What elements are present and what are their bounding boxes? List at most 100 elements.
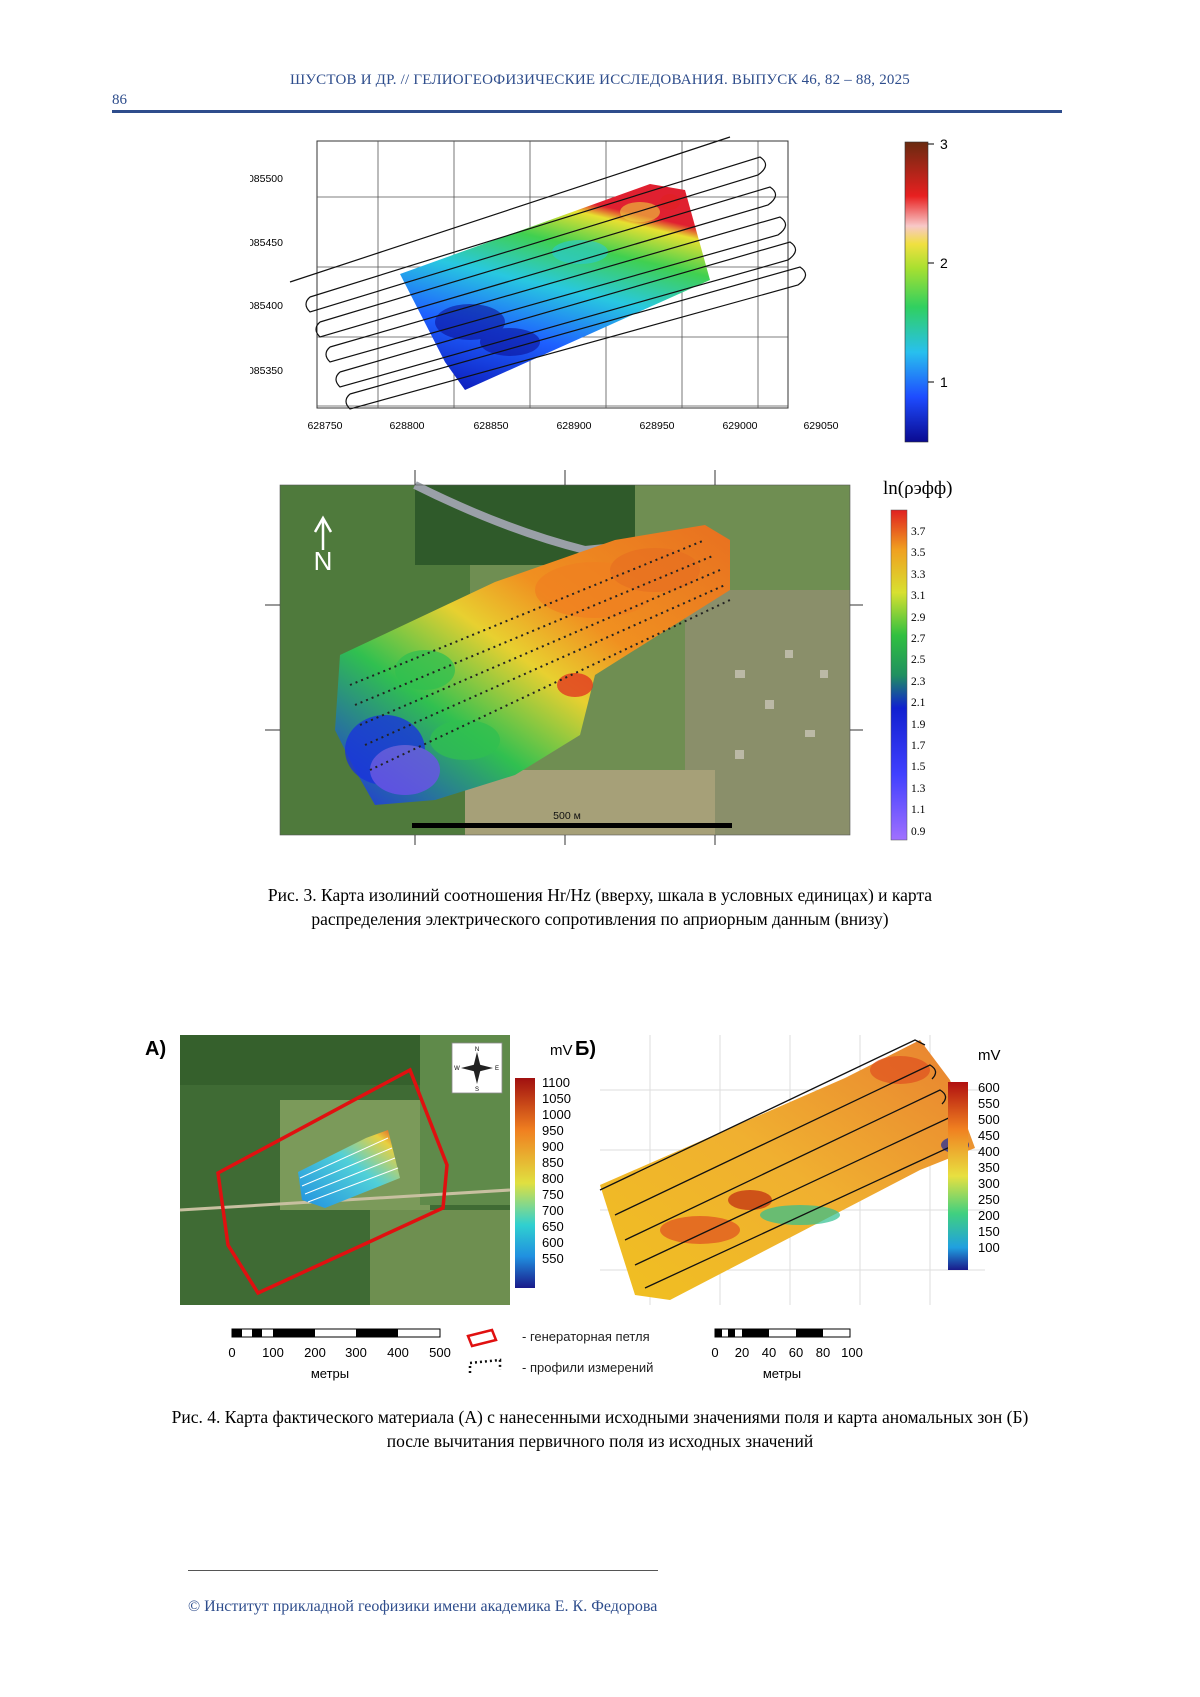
fig3-x-tick: 628750 bbox=[307, 420, 342, 432]
panel-a-scale-bar bbox=[231, 1328, 441, 1338]
cbar-tick: 150 bbox=[978, 1224, 1000, 1239]
cbar-tick: 2.7 bbox=[911, 633, 926, 646]
fig3-x-tick: 629000 bbox=[722, 420, 757, 432]
legend-profiles-icon bbox=[468, 1358, 502, 1373]
fig3-x-tick: 628800 bbox=[389, 420, 424, 432]
figure4-caption: Рис. 4. Карта фактического материала (А)… bbox=[171, 1407, 1029, 1451]
fig3-cbar-tick: 3 bbox=[940, 136, 948, 152]
panel-a-unit: mV bbox=[550, 1042, 573, 1059]
cbar-tick: 950 bbox=[542, 1123, 564, 1138]
legend-loop-label: - генераторная петля bbox=[522, 1329, 650, 1344]
fig3-x-tick: 628950 bbox=[639, 420, 674, 432]
cbar-tick: 2.3 bbox=[911, 675, 926, 688]
scale-bar-label: 500 м bbox=[553, 810, 581, 822]
cbar-tick: 1050 bbox=[542, 1091, 571, 1106]
compass-n: N bbox=[475, 1047, 479, 1053]
compass-e: E bbox=[495, 1066, 499, 1072]
cbar-tick: 250 bbox=[978, 1192, 1000, 1207]
scale-tick: 0 bbox=[228, 1345, 235, 1360]
fig3-top-colorbar bbox=[904, 141, 929, 443]
cbar-tick: 100 bbox=[978, 1240, 1000, 1255]
cbar-tick: 3.5 bbox=[911, 547, 926, 560]
fig3-y-tick: 6085450 bbox=[250, 237, 283, 249]
cbar-tick: 550 bbox=[978, 1096, 1000, 1111]
cbar-tick: 2.9 bbox=[911, 611, 926, 624]
panel-a-label: А) bbox=[145, 1038, 166, 1060]
scale-tick: 40 bbox=[762, 1345, 776, 1360]
cbar-tick: 900 bbox=[542, 1139, 564, 1154]
cbar-tick: 700 bbox=[542, 1203, 564, 1218]
scale-tick: 100 bbox=[262, 1345, 284, 1360]
figure3-caption: Рис. 3. Карта изолиний соотношения Hr/Hz… bbox=[267, 885, 933, 929]
north-arrow-icon bbox=[313, 515, 333, 550]
north-label: N bbox=[314, 546, 333, 576]
panel-a-field bbox=[298, 1130, 400, 1208]
scale-tick: 60 bbox=[789, 1345, 803, 1360]
resistivity-colorbar-title: ln(ρэфф) bbox=[883, 478, 953, 499]
fig4-panel-b: Б) mV 600 550 500 450 400 350 300 250 20… bbox=[575, 1035, 1001, 1381]
compass-w: W bbox=[454, 1066, 460, 1072]
scale-bar-500m bbox=[412, 823, 732, 828]
scale-tick: 100 bbox=[841, 1345, 863, 1360]
fig3-bottom-map: N 500 м bbox=[265, 470, 908, 845]
running-title: ШУСТОВ И ДР. // ГЕЛИОГЕОФИЗИЧЕСКИЕ ИССЛЕ… bbox=[289, 72, 911, 88]
scale-tick: 20 bbox=[735, 1345, 749, 1360]
panel-b-label: Б) bbox=[575, 1038, 596, 1060]
scale-tick: 200 bbox=[304, 1345, 326, 1360]
fig3-cbar-tick: 2 bbox=[940, 255, 948, 271]
copyright: © Институт прикладной геофизики имени ак… bbox=[188, 1598, 658, 1615]
cbar-tick: 1.1 bbox=[911, 804, 926, 817]
cbar-tick: 2.5 bbox=[911, 654, 926, 667]
cbar-tick: 600 bbox=[542, 1235, 564, 1250]
cbar-tick: 1100 bbox=[542, 1075, 570, 1090]
panel-b-scale-bar bbox=[714, 1328, 851, 1338]
scale-tick: 400 bbox=[387, 1345, 409, 1360]
page-number: 86 bbox=[112, 92, 127, 108]
fig3-x-tick: 629050 bbox=[803, 420, 838, 432]
cbar-tick: 1.5 bbox=[911, 761, 926, 774]
cbar-tick: 450 bbox=[978, 1128, 1000, 1143]
generator-loop bbox=[216, 1067, 449, 1296]
cbar-tick: 500 bbox=[978, 1112, 1000, 1127]
fig4-legend: - генераторная петля - профили измерений bbox=[466, 1328, 653, 1375]
cbar-tick: 300 bbox=[978, 1176, 1000, 1191]
cbar-tick: 800 bbox=[542, 1171, 564, 1186]
resistivity-colorbar-ticks: 3.7 3.5 3.3 3.1 2.9 2.7 2.5 2.3 2.1 1.9 … bbox=[911, 522, 925, 843]
cbar-tick: 3.7 bbox=[911, 526, 926, 538]
fig3-cbar-tick: 1 bbox=[940, 374, 948, 390]
cbar-tick: 550 bbox=[542, 1251, 564, 1266]
cbar-tick: 200 bbox=[978, 1208, 1000, 1223]
fig3-x-tick: 628900 bbox=[556, 420, 591, 432]
legend-profiles-label: - профили измерений bbox=[522, 1360, 653, 1375]
compass-s: S bbox=[475, 1087, 479, 1093]
cbar-tick: 3.3 bbox=[911, 568, 926, 581]
scale-tick: 80 bbox=[816, 1345, 830, 1360]
cbar-tick: 750 bbox=[542, 1187, 564, 1202]
cbar-tick: 1.3 bbox=[911, 782, 926, 795]
cbar-tick: 400 bbox=[978, 1144, 1000, 1159]
legend-loop-icon bbox=[466, 1328, 498, 1348]
cbar-tick: 1.9 bbox=[911, 718, 926, 731]
cbar-tick: 3.1 bbox=[911, 590, 926, 603]
fig3-y-tick: 6085350 bbox=[250, 365, 283, 377]
panel-b-colorbar bbox=[948, 1082, 968, 1270]
scale-unit: метры bbox=[311, 1366, 349, 1381]
cbar-tick: 0.9 bbox=[911, 825, 926, 838]
cbar-tick: 600 bbox=[978, 1080, 1000, 1095]
fig4-panel-a: А) N S E W mV 1100 1050 1000 950 900 850… bbox=[145, 1035, 573, 1381]
fig3-y-tick: 6085400 bbox=[250, 300, 283, 312]
cbar-tick: 1000 bbox=[542, 1107, 571, 1122]
scale-unit: метры bbox=[763, 1366, 801, 1381]
panel-a-colorbar bbox=[515, 1078, 535, 1288]
header-rule bbox=[112, 110, 1062, 113]
cbar-tick: 650 bbox=[542, 1219, 564, 1234]
panel-b-unit: mV bbox=[978, 1047, 1001, 1064]
scale-tick: 0 bbox=[711, 1345, 718, 1360]
fig3-x-tick: 628850 bbox=[473, 420, 508, 432]
cbar-tick: 1.7 bbox=[911, 740, 926, 753]
cbar-tick: 350 bbox=[978, 1160, 1000, 1175]
fig3-bottom-colorbar bbox=[890, 509, 908, 841]
cbar-tick: 2.1 bbox=[911, 697, 926, 710]
